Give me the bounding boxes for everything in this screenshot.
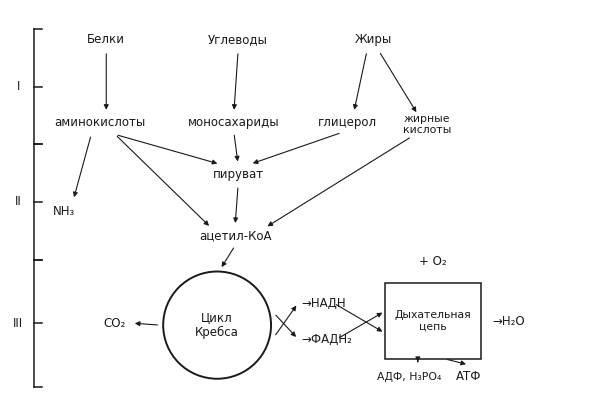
Text: АДФ, H₃PO₄: АДФ, H₃PO₄ bbox=[377, 372, 441, 382]
Text: II: II bbox=[15, 196, 22, 208]
Text: Цикл
Кребса: Цикл Кребса bbox=[195, 311, 239, 339]
Text: →НАДН: →НАДН bbox=[301, 297, 346, 310]
Text: III: III bbox=[13, 317, 23, 330]
Text: ацетил-КоА: ацетил-КоА bbox=[199, 229, 272, 242]
Text: Дыхательная
цепь: Дыхательная цепь bbox=[394, 310, 471, 332]
Text: Белки: Белки bbox=[87, 33, 125, 46]
Text: жирные
кислоты: жирные кислоты bbox=[403, 114, 451, 135]
Text: пируват: пируват bbox=[213, 168, 264, 181]
Text: АТФ: АТФ bbox=[456, 370, 482, 383]
Text: моносахариды: моносахариды bbox=[188, 116, 280, 129]
Text: Жиры: Жиры bbox=[355, 33, 391, 46]
Text: аминокислоты: аминокислоты bbox=[55, 116, 146, 129]
Text: глицерол: глицерол bbox=[318, 116, 377, 129]
Text: →ФАДН₂: →ФАДН₂ bbox=[301, 332, 352, 346]
Text: →H₂O: →H₂O bbox=[493, 315, 526, 328]
Text: Углеводы: Углеводы bbox=[208, 33, 268, 46]
Text: NH₃: NH₃ bbox=[53, 206, 75, 218]
Text: I: I bbox=[16, 80, 20, 93]
Text: + O₂: + O₂ bbox=[419, 255, 447, 268]
Text: CO₂: CO₂ bbox=[103, 317, 125, 330]
